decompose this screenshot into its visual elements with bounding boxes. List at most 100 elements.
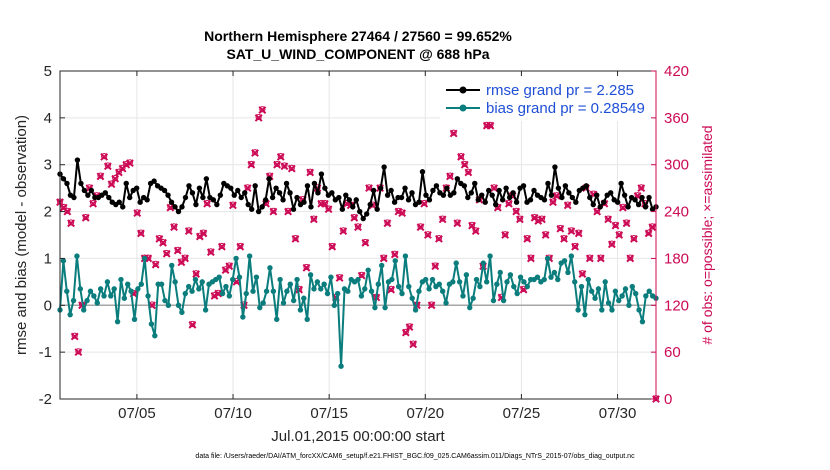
bias-point xyxy=(297,307,304,313)
obs-possible-point xyxy=(204,199,211,207)
bias-point xyxy=(311,286,317,292)
bias-point xyxy=(182,290,188,297)
bias-point xyxy=(114,318,121,325)
bias-point xyxy=(534,274,541,280)
obs-possible-point xyxy=(196,232,203,239)
series-rmse xyxy=(57,157,659,222)
rmse-point xyxy=(416,199,422,205)
obs-possible-point xyxy=(468,221,476,228)
bias-point xyxy=(423,276,429,283)
obs-possible-point xyxy=(218,242,225,250)
obs-possible-point xyxy=(597,254,604,261)
obs-possible-point xyxy=(222,266,229,273)
bias-point xyxy=(290,297,297,304)
bias-point xyxy=(402,253,409,259)
bias-point xyxy=(480,260,486,266)
obs-possible-point xyxy=(60,203,67,210)
rmse-point xyxy=(377,185,384,191)
bias-point xyxy=(490,297,497,304)
rmse-point xyxy=(621,192,628,198)
rmse-point xyxy=(311,180,318,187)
obs-possible-point xyxy=(568,227,575,234)
bias-point xyxy=(372,304,378,311)
x-axis-ticks: 07/05 07/10 07/15 07/20 07/25 07/30 xyxy=(118,71,636,422)
rmse-point xyxy=(639,194,645,201)
bias-point xyxy=(439,288,446,294)
rmse-point xyxy=(555,185,562,191)
bias-point xyxy=(504,279,510,285)
bias-point xyxy=(453,260,459,266)
obs-possible-point xyxy=(97,172,104,179)
bias-point xyxy=(84,297,90,304)
y2-tick-label: 120 xyxy=(664,297,689,314)
bias-point xyxy=(643,293,649,299)
bias-point xyxy=(314,279,321,285)
obs-possible-point xyxy=(594,207,601,214)
rmse-point xyxy=(85,192,91,198)
rmse-point xyxy=(384,192,391,198)
bias-point xyxy=(636,307,642,313)
obs-possible-point xyxy=(193,270,200,277)
bias-point xyxy=(91,293,97,299)
obs-possible-point xyxy=(255,113,262,121)
bias-point xyxy=(199,279,205,285)
obs-possible-point xyxy=(483,121,490,128)
rmse-point xyxy=(583,183,589,189)
rmse-point xyxy=(161,187,168,194)
bias-point xyxy=(578,283,585,290)
rmse-point xyxy=(315,190,321,196)
bias-point xyxy=(223,283,229,290)
bias-point xyxy=(588,288,595,294)
bias-point xyxy=(500,297,507,304)
rmse-point xyxy=(607,190,614,196)
rmse-point xyxy=(364,211,370,217)
bias-point xyxy=(555,276,561,283)
rmse-point xyxy=(601,199,607,205)
rmse-point xyxy=(106,194,112,201)
bias-point xyxy=(592,295,598,301)
bias-point xyxy=(108,293,114,299)
obs-possible-point xyxy=(281,162,288,169)
bias-point xyxy=(192,276,199,283)
rmse-point xyxy=(402,185,408,191)
obs-possible-point xyxy=(277,153,284,160)
rmse-point xyxy=(552,164,558,170)
bias-point xyxy=(301,295,307,301)
obs-possible-point xyxy=(248,160,255,168)
rmse-point xyxy=(231,192,237,198)
chart-title: Northern Hemisphere 27464 / 27560 = 99.6… xyxy=(204,28,512,44)
rmse-point xyxy=(308,204,314,210)
bias-point xyxy=(165,302,172,308)
rmse-point xyxy=(74,157,81,163)
bias-point xyxy=(219,290,226,297)
y2-tick-label: 300 xyxy=(664,157,689,174)
bias-point xyxy=(443,300,449,306)
rmse-point xyxy=(353,197,359,203)
rmse-point xyxy=(343,192,349,198)
bias-point xyxy=(507,272,514,278)
obs-possible-point xyxy=(586,254,593,261)
rmse-point xyxy=(430,187,436,194)
obs-possible-point xyxy=(645,229,652,236)
bias-point xyxy=(602,279,608,285)
rmse-point xyxy=(559,194,565,201)
bias-point xyxy=(287,281,293,287)
obs-possible-point xyxy=(391,250,398,257)
bias-point xyxy=(473,276,480,283)
obs-possible-point xyxy=(358,271,365,278)
rmse-point xyxy=(280,197,286,203)
obs-possible-point xyxy=(288,164,295,171)
obs-possible-point xyxy=(108,180,115,187)
obs-possible-point xyxy=(303,263,310,271)
bias-point xyxy=(263,288,270,294)
rmse-point xyxy=(614,199,621,205)
obs-possible-point xyxy=(82,213,89,221)
bias-point xyxy=(64,288,70,294)
obs-possible-point xyxy=(616,231,623,238)
rmse-point xyxy=(486,187,492,194)
obs-possible-point xyxy=(649,223,656,230)
legend-rmse-label: rmse grand pr = 2.285 xyxy=(486,82,634,99)
bias-point xyxy=(318,286,324,292)
bias-point xyxy=(412,307,419,313)
rmse-point xyxy=(367,201,373,208)
